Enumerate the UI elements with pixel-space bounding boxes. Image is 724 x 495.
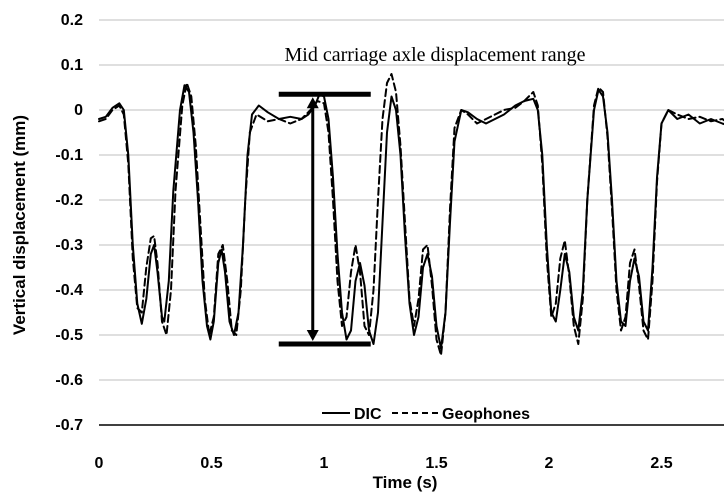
series-lines: [98, 73, 724, 357]
x-tick-label: 1.5: [425, 455, 447, 472]
legend-dic-label: DIC: [354, 406, 382, 423]
x-axis-label: Time (s): [373, 473, 438, 492]
y-tick-label: -0.3: [55, 237, 83, 254]
x-tick-labels: 0 0.5 1 1.5 2 2.5: [95, 455, 673, 472]
y-tick-label: 0: [74, 102, 83, 119]
x-tick-label: 0.5: [200, 455, 222, 472]
y-tick-label: 0.2: [61, 12, 83, 29]
series-line-geophones: [98, 73, 724, 357]
y-tick-labels: 0.2 0.1 0 -0.1 -0.2 -0.3 -0.4 -0.5 -0.6 -0.7: [55, 12, 83, 434]
x-tick-label: 2: [545, 455, 554, 472]
y-tick-label: -0.4: [55, 282, 83, 299]
range-arrow-head-down: [306, 330, 319, 341]
y-tick-label: -0.7: [55, 417, 83, 434]
range-arrow-head-up: [306, 97, 319, 109]
x-tick-label: 1: [320, 455, 329, 472]
y-tick-label: -0.6: [55, 372, 83, 389]
y-tick-label: -0.1: [55, 147, 83, 164]
y-tick-label: -0.5: [55, 327, 83, 344]
x-tick-label: 2.5: [650, 455, 672, 472]
legend-geophones-label: Geophones: [442, 406, 530, 423]
y-axis-label: Vertical displacement (mm): [10, 115, 29, 335]
x-tick-label: 0: [95, 455, 104, 472]
y-tick-label: -0.2: [55, 192, 83, 209]
annotation-text: Mid carriage axle displacement range: [285, 44, 586, 66]
displacement-range-marker: [278, 91, 371, 347]
grid-lines: [99, 19, 724, 426]
legend: DIC Geophones: [322, 406, 530, 423]
y-tick-label: 0.1: [61, 57, 83, 74]
